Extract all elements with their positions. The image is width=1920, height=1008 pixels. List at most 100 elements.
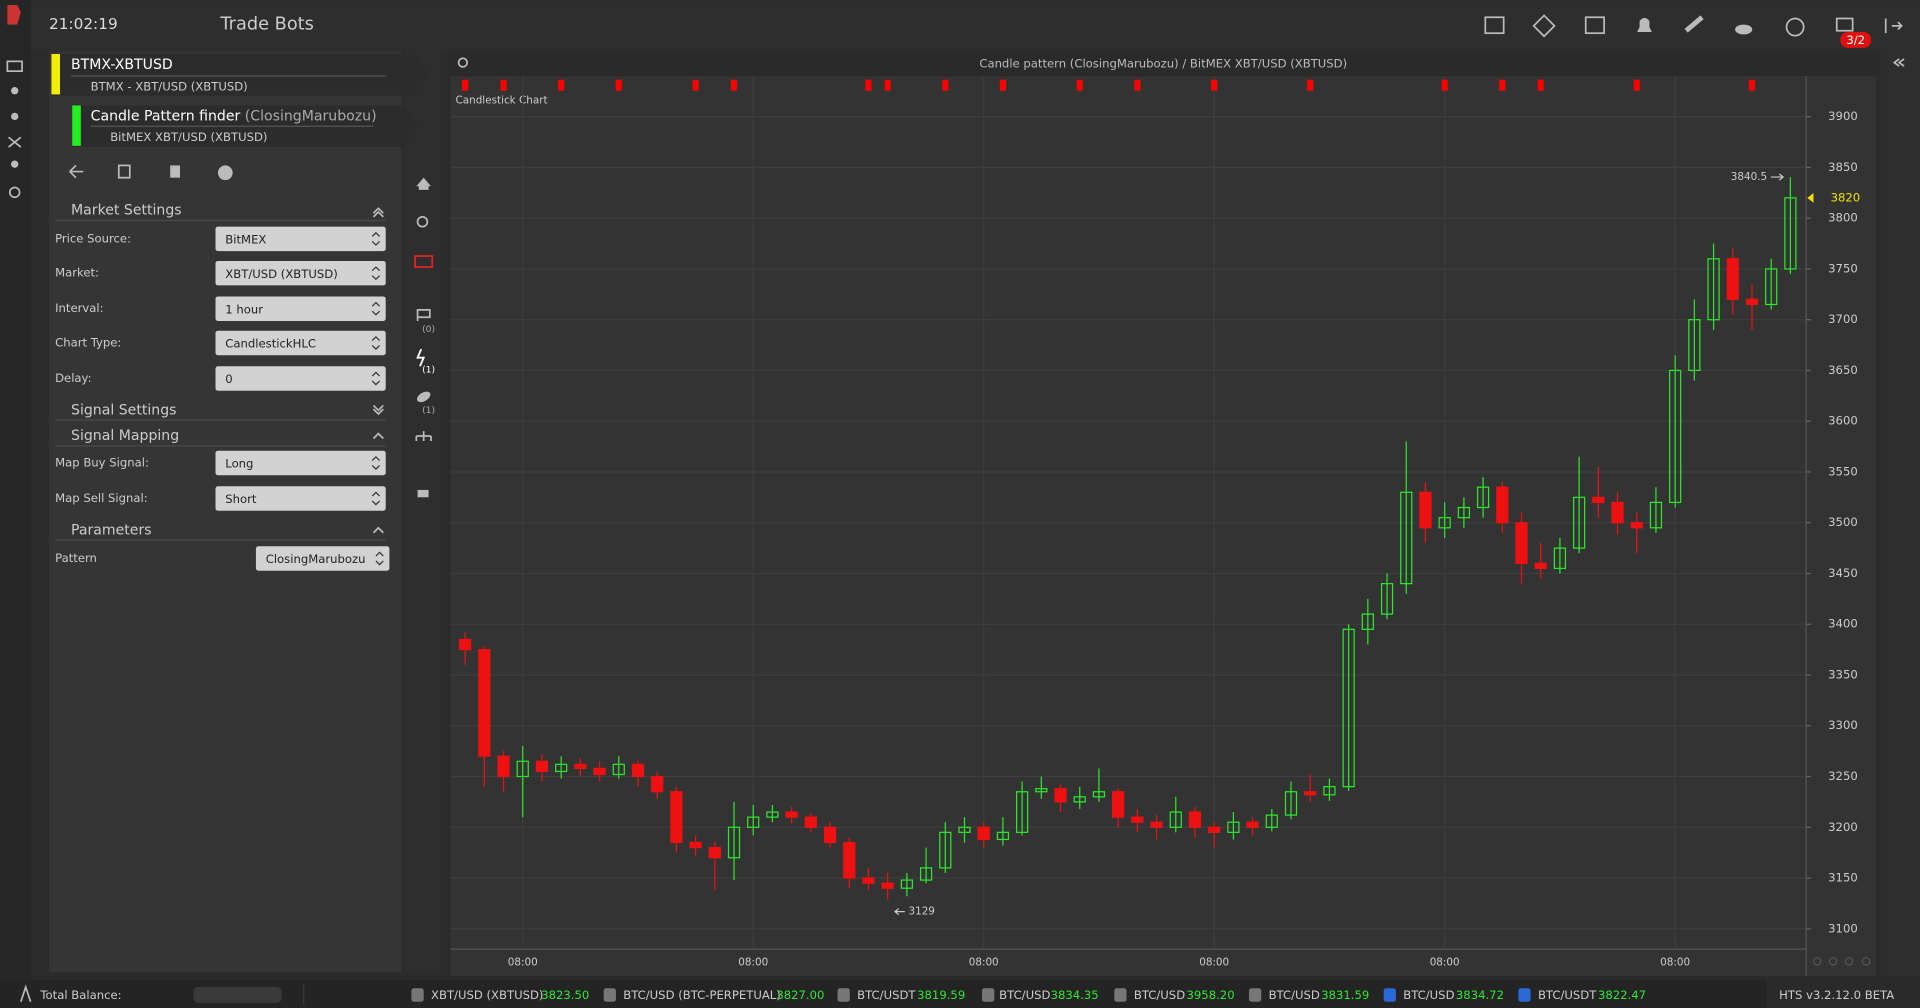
- collapse-icon[interactable]: [372, 432, 384, 440]
- bot-tab[interactable]: [51, 54, 429, 96]
- bot-market: BTMX - XBT/USD (XBTUSD): [91, 80, 248, 94]
- field-value: 0: [225, 372, 232, 386]
- ticker-price: 3819.59: [917, 988, 965, 1002]
- field-input[interactable]: [215, 450, 386, 476]
- signal-marker: [500, 79, 507, 91]
- candle-body: [1592, 496, 1605, 504]
- tab-tree[interactable]: [415, 431, 432, 441]
- candle-body: [1707, 258, 1720, 321]
- field-value: ClosingMarubozu: [266, 552, 366, 566]
- collapse-icon[interactable]: [372, 207, 384, 218]
- ticker-pair: BTC/USD: [1403, 988, 1454, 1002]
- field-input[interactable]: [215, 296, 386, 321]
- field-input[interactable]: [215, 330, 386, 356]
- candle-body: [939, 831, 952, 869]
- grid: 3100 3150 3200 3250 3300 3350 3400 3450 3500 3550…: [450, 76, 1858, 969]
- header-icons[interactable]: 3/2: [1484, 14, 1903, 48]
- field-input[interactable]: [215, 486, 386, 511]
- candle-body: [996, 831, 1010, 841]
- nav-award[interactable]: [11, 112, 19, 121]
- nav-monitor[interactable]: [6, 60, 23, 73]
- x-tick-label: 08:00: [738, 957, 768, 969]
- field-value: XBT/USD (XBTUSD): [225, 267, 337, 281]
- collapse-icon[interactable]: [372, 526, 384, 534]
- nav-trophy[interactable]: [11, 87, 19, 95]
- signal-marker: [1499, 79, 1506, 91]
- spinner[interactable]: [371, 335, 381, 350]
- icon-map[interactable]: [1484, 16, 1505, 35]
- expand-icon[interactable]: [372, 404, 384, 416]
- spinner[interactable]: [371, 266, 381, 281]
- candle-body: [1726, 258, 1739, 300]
- candle-body: [1649, 501, 1663, 529]
- tab-column: [404, 51, 441, 973]
- spinner[interactable]: [371, 371, 381, 386]
- chart-control[interactable]: [1812, 957, 1822, 966]
- chart-control[interactable]: [1828, 957, 1838, 966]
- field-input[interactable]: [215, 260, 386, 286]
- ticker-pair: BTC/USDT: [857, 988, 916, 1002]
- candle-body: [516, 760, 529, 778]
- ticker-price: 3827.00: [776, 988, 824, 1002]
- tab-money[interactable]: [414, 255, 434, 268]
- max-label: 3840.5: [1731, 171, 1767, 183]
- chart-control[interactable]: [1844, 957, 1854, 966]
- tab-home[interactable]: [416, 177, 432, 190]
- exchange-icon: [411, 988, 424, 1002]
- min-arrow: [894, 908, 905, 916]
- toolbar[interactable]: [69, 164, 233, 181]
- spinner[interactable]: [371, 491, 381, 506]
- nav-icons[interactable]: [6, 5, 23, 199]
- icon-inbox[interactable]: [1835, 17, 1854, 32]
- candle-body: [689, 841, 702, 849]
- candle-body: [1380, 583, 1394, 615]
- spinner[interactable]: [371, 231, 381, 246]
- icon-logout[interactable]: [1884, 18, 1903, 34]
- tab-signals[interactable]: [416, 348, 426, 367]
- field-input[interactable]: [255, 546, 390, 571]
- nav-user[interactable]: [11, 160, 19, 168]
- tab-count: (0): [422, 324, 435, 335]
- icon-bitcoin[interactable]: [1785, 17, 1805, 37]
- tab-leaf[interactable]: [415, 389, 432, 404]
- spinner[interactable]: [375, 551, 384, 566]
- refresh-icon[interactable]: [457, 57, 469, 68]
- spinner[interactable]: [371, 301, 381, 316]
- btn-delete[interactable]: [170, 165, 180, 178]
- icon-frame[interactable]: [1584, 16, 1605, 35]
- candle-body: [1150, 821, 1163, 828]
- chart-panel: [450, 51, 1876, 977]
- side-tabs[interactable]: (0) (1) (1): [414, 177, 435, 498]
- candle-body: [747, 816, 760, 828]
- field-value: BitMEX: [225, 233, 266, 247]
- candle-body: [1400, 491, 1413, 585]
- icon-coins[interactable]: [1735, 24, 1753, 35]
- icon-tag[interactable]: [1684, 15, 1704, 33]
- candle-body: [708, 846, 721, 859]
- btn-copy[interactable]: [117, 164, 131, 179]
- collapse-right[interactable]: [1892, 58, 1905, 67]
- nav-tools[interactable]: [8, 136, 22, 148]
- candle-body: [1304, 791, 1317, 796]
- btn-dashboard[interactable]: [217, 165, 233, 181]
- icon-bell[interactable]: [1637, 17, 1652, 32]
- chart-title: Candle pattern (ClosingMarubozu) / BitME…: [979, 56, 1347, 70]
- spinner[interactable]: [371, 455, 381, 470]
- field-input[interactable]: [215, 366, 386, 391]
- tab-settings[interactable]: [416, 216, 429, 228]
- candle-body: [785, 811, 798, 818]
- btn-back[interactable]: [69, 164, 84, 179]
- y-tick-label: 3450: [1828, 566, 1858, 580]
- nav-settings[interactable]: [8, 186, 21, 199]
- signal-marker: [462, 79, 469, 91]
- tab-flags[interactable]: [416, 309, 431, 321]
- icon-ticket[interactable]: [1532, 14, 1556, 38]
- field-input[interactable]: [215, 226, 386, 252]
- chart-control[interactable]: [1861, 957, 1871, 966]
- ticker-pair: BTC/USDT: [1538, 988, 1597, 1002]
- tab-lock[interactable]: [417, 489, 429, 498]
- strategy-status: [72, 105, 81, 146]
- candle-body: [1342, 628, 1355, 788]
- candle-body: [1169, 811, 1182, 828]
